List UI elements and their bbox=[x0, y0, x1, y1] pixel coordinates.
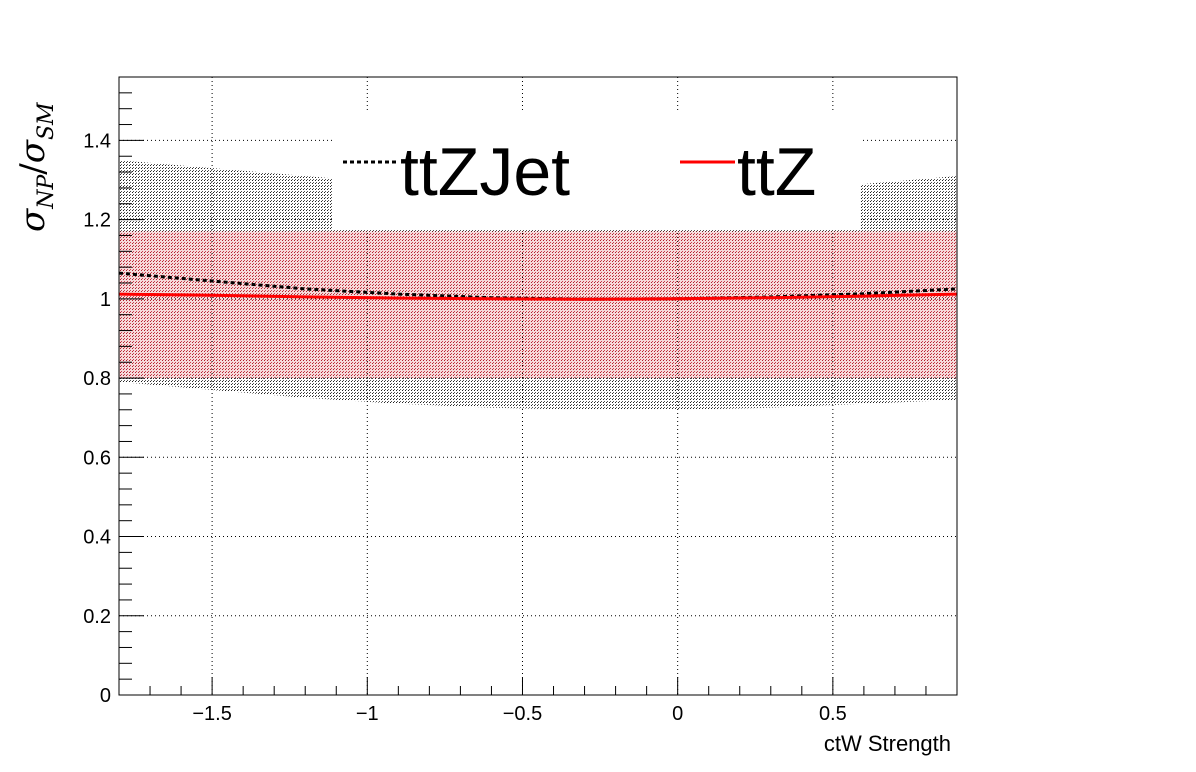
grid-lines bbox=[119, 77, 957, 696]
legend-box bbox=[333, 110, 861, 230]
y-tick-label: 0.6 bbox=[83, 447, 111, 469]
x-tick-label: −0.5 bbox=[503, 703, 542, 725]
x-tick-label: 0 bbox=[672, 703, 683, 725]
y-tick-label: 0.2 bbox=[83, 606, 111, 628]
legend-label-ttZJet: ttZJet bbox=[400, 134, 570, 210]
svg-text:σNP/σSM: σNP/σSM bbox=[13, 102, 59, 232]
y-title-sub-np: NP bbox=[34, 174, 59, 210]
series-line-ttZJet bbox=[119, 271, 957, 301]
x-axis-title: ctW Strength bbox=[824, 731, 951, 756]
y-tick-label: 1.2 bbox=[83, 210, 111, 232]
y-tick-label: 0.4 bbox=[83, 527, 111, 549]
x-tick-label: −1.5 bbox=[192, 703, 231, 725]
y-title-sigma-sm: σ bbox=[13, 139, 53, 163]
plot-frame bbox=[118, 76, 958, 696]
series-lines bbox=[119, 271, 957, 301]
y-title-sub-sm: SM bbox=[34, 102, 59, 140]
y-tick-label: 1.4 bbox=[83, 130, 111, 152]
legend: ttZJet ttZ bbox=[333, 110, 861, 230]
band-ttZ bbox=[119, 231, 957, 379]
y-tick-label: 1 bbox=[100, 289, 111, 311]
y-tick-label: 0 bbox=[100, 685, 111, 707]
legend-label-ttZ: ttZ bbox=[737, 134, 816, 210]
y-axis-title: σNP/σSM bbox=[13, 102, 59, 232]
y-tick-label: 0.8 bbox=[83, 368, 111, 390]
axis-ticks: −1.5 −1 −0.5 0 0.5 0 0.2 0.4 0.6 0.8 1 1.2 1.4 bbox=[83, 76, 958, 725]
y-title-slash: / bbox=[13, 163, 53, 175]
x-tick-label: 0.5 bbox=[819, 703, 847, 725]
x-tick-label: −1 bbox=[356, 703, 379, 725]
y-title-sigma-np: σ bbox=[13, 208, 53, 232]
series-line-ttZ bbox=[119, 292, 957, 301]
